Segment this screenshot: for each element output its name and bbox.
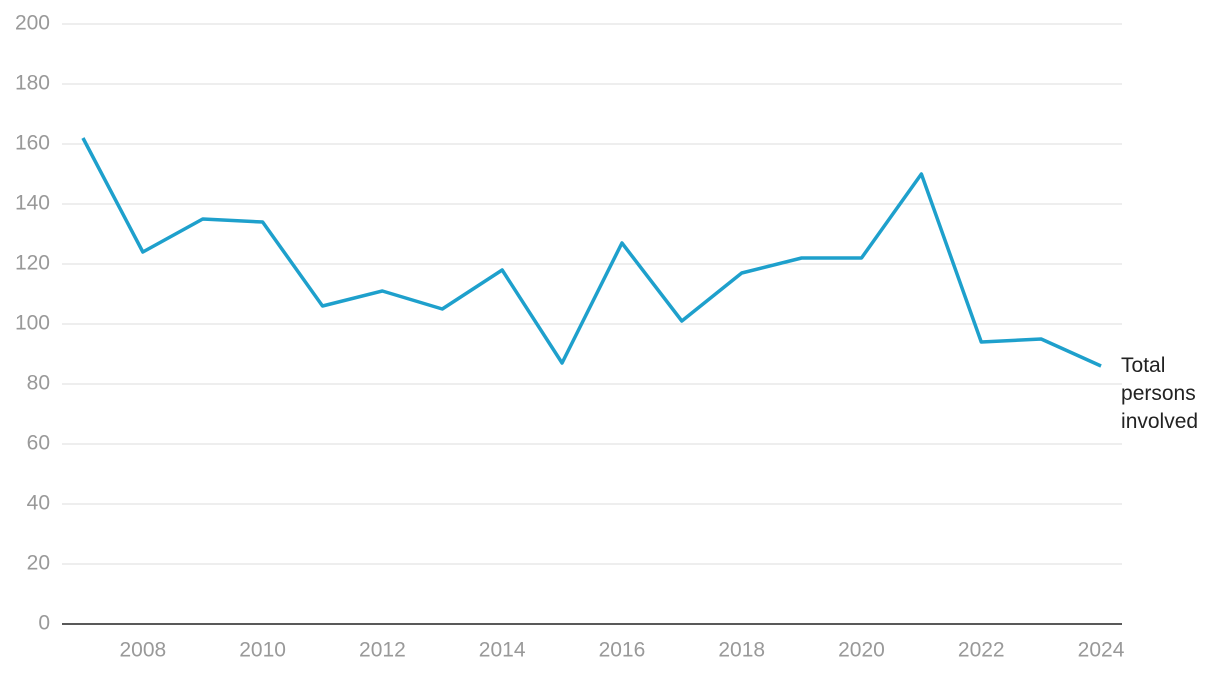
x-tick-label: 2024 [1078, 639, 1125, 662]
y-tick-label: 20 [27, 552, 50, 575]
y-tick-label: 160 [15, 132, 50, 155]
line [81, 137, 1102, 368]
x-tick-label: 2010 [239, 639, 286, 662]
y-tick-label: 180 [15, 72, 50, 95]
x-tick-label: 2014 [479, 639, 526, 662]
x-tick-label: 2018 [718, 639, 765, 662]
x-tick-label: 2022 [958, 639, 1005, 662]
y-tick-label: 200 [15, 12, 50, 35]
y-tick-label: 60 [27, 432, 50, 455]
x-tick-label: 2020 [838, 639, 885, 662]
y-tick-label: 0 [38, 612, 50, 635]
x-tick-label: 2012 [359, 639, 406, 662]
x-tick-label: 2016 [599, 639, 646, 662]
y-tick-label: 40 [27, 492, 50, 515]
y-tick-label: 140 [15, 192, 50, 215]
x-tick-label: 2008 [119, 639, 166, 662]
series-label: Total persons involved [1121, 354, 1199, 433]
y-tick-label: 100 [15, 312, 50, 335]
y-tick-label: 80 [27, 372, 50, 395]
y-tick-label: 120 [15, 252, 50, 275]
